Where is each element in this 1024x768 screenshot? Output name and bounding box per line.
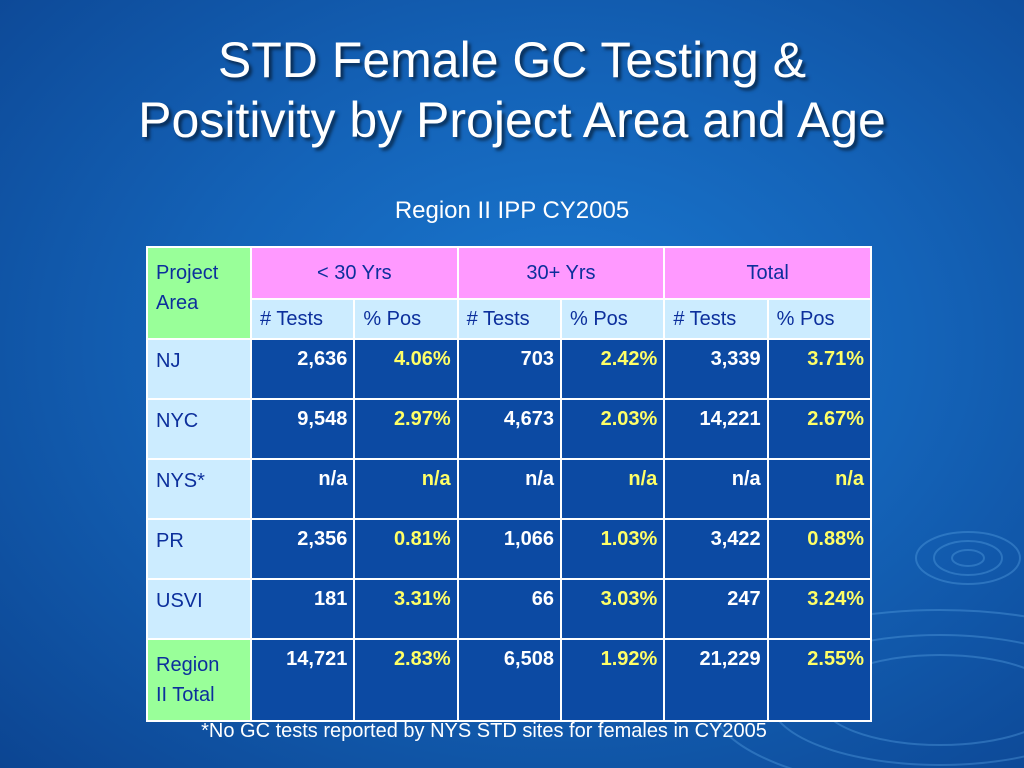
table-cell: n/a (559, 458, 666, 520)
project-area-header: Project Area (146, 246, 252, 340)
table-cell: 2.83% (353, 638, 459, 722)
table-cell: 3.71% (766, 338, 873, 400)
table-cell: 2.42% (559, 338, 666, 400)
table-row: NYS* n/a n/a n/a n/a n/a n/a (146, 458, 873, 520)
sub-header-pos: % Pos (559, 298, 666, 340)
table-cell: 3,422 (663, 518, 769, 580)
group-header-row: Project Area < 30 Yrs 30+ Yrs Total (146, 246, 872, 340)
table-cell: n/a (663, 458, 769, 520)
table-row: NJ 2,636 4.06% 703 2.42% 3,339 3.71% (146, 338, 873, 400)
total-row: Region II Total 14,721 2.83% 6,508 1.92%… (146, 638, 873, 722)
row-header: PR (146, 518, 252, 580)
table-cell: 3.31% (353, 578, 459, 640)
table-cell: 1.92% (559, 638, 666, 722)
table-cell: 4,673 (456, 398, 562, 460)
slide-subtitle: Region II IPP CY2005 (394, 197, 630, 224)
sub-header-row: # Tests % Pos # Tests % Pos # Tests % Po… (147, 298, 873, 340)
table-row: USVI 181 3.31% 66 3.03% 247 3.24% (146, 578, 873, 640)
table-cell: n/a (353, 458, 459, 520)
group-header-under-30: < 30 Yrs (250, 246, 459, 300)
group-header-30-plus: 30+ Yrs (456, 246, 666, 300)
slide-title: STD Female GC Testing & Positivity by Pr… (0, 30, 1024, 150)
row-header: NYS* (146, 458, 252, 520)
table-cell: 3,339 (663, 338, 769, 400)
table-cell: 703 (456, 338, 562, 400)
table-cell: 0.81% (353, 518, 459, 580)
table-cell: 1.03% (559, 518, 666, 580)
table-cell: 0.88% (766, 518, 873, 580)
table-cell: 66 (456, 578, 562, 640)
row-header: NYC (146, 398, 252, 460)
table-cell: 2.55% (766, 638, 873, 722)
sub-header-tests: # Tests (456, 298, 562, 340)
table-cell: 3.24% (766, 578, 873, 640)
table-cell: 21,229 (663, 638, 769, 722)
table-cell: 1,066 (456, 518, 562, 580)
table-cell: 247 (663, 578, 769, 640)
table-cell: 181 (249, 578, 356, 640)
table-cell: 2,636 (249, 338, 356, 400)
table-cell: 14,721 (249, 638, 356, 722)
sub-header-pos: % Pos (353, 298, 459, 340)
sub-header-tests: # Tests (663, 298, 769, 340)
table-cell: 2,356 (249, 518, 356, 580)
gc-testing-table: Project Area < 30 Yrs 30+ Yrs Total # Te… (146, 246, 873, 722)
title-line-2: Positivity by Project Area and Age (138, 92, 886, 148)
table-row: NYC 9,548 2.97% 4,673 2.03% 14,221 2.67% (146, 398, 873, 460)
table-cell: 4.06% (353, 338, 459, 400)
table-cell: 9,548 (249, 398, 356, 460)
table-cell: n/a (249, 458, 356, 520)
table-cell: n/a (456, 458, 562, 520)
sub-header-pos: % Pos (766, 298, 873, 340)
title-line-1: STD Female GC Testing & (217, 32, 807, 88)
table-cell: 2.03% (559, 398, 666, 460)
table-cell: 14,221 (663, 398, 769, 460)
table-cell: 2.97% (353, 398, 459, 460)
footnote: *No GC tests reported by NYS STD sites f… (201, 720, 767, 742)
table-cell: n/a (766, 458, 873, 520)
row-header: USVI (146, 578, 252, 640)
table-row: PR 2,356 0.81% 1,066 1.03% 3,422 0.88% (146, 518, 873, 580)
table-cell: 6,508 (456, 638, 562, 722)
group-header-total: Total (663, 246, 872, 300)
sub-header-tests: # Tests (249, 298, 356, 340)
row-header: NJ (146, 338, 252, 400)
table-cell: 3.03% (559, 578, 666, 640)
row-header-total: Region II Total (146, 638, 252, 722)
table-cell: 2.67% (766, 398, 873, 460)
